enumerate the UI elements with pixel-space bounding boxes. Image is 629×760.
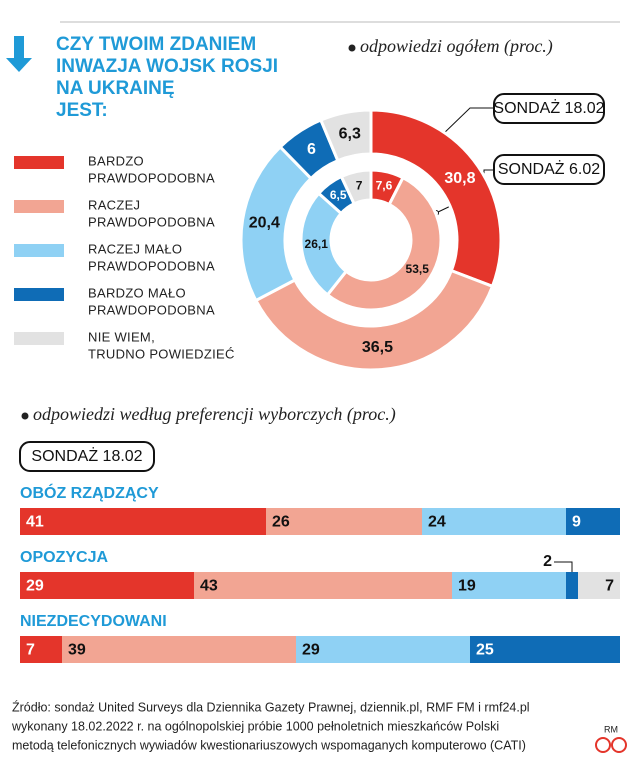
data-label: 7 [26,642,35,659]
donut-segment [318,108,373,163]
legend-swatch [14,156,64,169]
survey-label: SONDAŻ 18.02 [493,98,604,117]
data-label: 6,5 [330,188,347,202]
logo [595,737,611,753]
data-label: 39 [68,642,86,659]
data-label: 20,4 [249,214,280,231]
bar-segment [20,508,266,535]
category-label: OPOZYCJA [20,549,108,566]
data-label: 41 [26,514,44,531]
title: CZY TWOIM ZDANIEM [56,34,256,55]
bullet [21,412,29,420]
arrow-icon [6,36,32,72]
legend-swatch [14,244,64,257]
category-label: OBÓZ RZĄDZĄCY [20,483,159,502]
data-label: 43 [200,578,218,595]
title: NA UKRAINĘ [56,78,175,99]
data-label: 36,5 [362,339,393,356]
legend-swatch [14,200,64,213]
legend-label: NIE WIEM, [88,329,155,344]
bar-segment [578,572,620,599]
subtitle: odpowiedzi ogółem (proc.) [360,36,553,57]
legend-label: PRAWDOPODOBNA [88,214,215,229]
donut-segment [253,268,495,372]
data-label: 24 [428,514,446,531]
donut-segment [369,108,503,289]
data-label: 19 [458,578,476,595]
data-label: 7,6 [376,179,393,193]
data-label: 9 [572,514,581,531]
legend-label: PRAWDOPODOBNA [88,170,215,185]
bar-segment [20,636,62,663]
data-label: 30,8 [444,170,475,187]
subtitle: odpowiedzi według preferencji wyborczych… [33,404,396,425]
survey-box [19,441,155,472]
logo [611,737,627,753]
bar-segment [422,508,566,535]
source: metodą telefonicznych wywiadów kwestiona… [12,738,526,752]
legend-swatch [14,332,64,345]
bar-segment [296,636,470,663]
survey-label: SONDAŻ 18.02 [31,446,142,465]
bar-segment [62,636,296,663]
leader [439,107,494,138]
bar-segment [266,508,422,535]
bar-segment [470,636,620,663]
credit: RM [604,724,618,734]
data-label: 29 [302,642,320,659]
data-label: 6,3 [339,125,361,142]
data-label: 25 [476,642,494,659]
category-label: NIEZDECYDOWANI [20,613,167,630]
bar-segment [194,572,452,599]
data-label: 26,1 [305,237,329,251]
legend-label: TRUDNO POWIEDZIEĆ [88,346,235,361]
bar-segment [20,572,194,599]
legend-label: BARDZO [88,153,144,168]
data-label: 2 [543,553,552,570]
legend-label: RACZEJ MAŁO [88,241,182,256]
legend-label: RACZEJ [88,197,140,212]
legend-label: PRAWDOPODOBNA [88,258,215,273]
data-label: 6 [307,141,316,158]
leader [554,561,573,572]
donut-segment [339,168,373,206]
bar-segment [566,508,620,535]
donut-segment [325,175,443,312]
legend-label: BARDZO MAŁO [88,285,186,300]
data-label: 53,5 [406,262,430,276]
data-label: 7 [605,578,614,595]
data-label: 7 [356,178,363,192]
source: wykonany 18.02.2022 r. na ogólnopolskiej… [11,719,499,733]
title: INWAZJA WOJSK ROSJI [56,56,278,77]
survey-label: SONDAŻ 6.02 [498,159,600,178]
data-label: 26 [272,514,290,531]
bar-segment [566,572,578,599]
legend-label: PRAWDOPODOBNA [88,302,215,317]
source: Źródło: sondaż United Surveys dla Dzienn… [12,699,530,714]
data-label: 29 [26,578,44,595]
legend-swatch [14,288,64,301]
bullet [348,44,356,52]
bar-segment [452,572,566,599]
title: JEST: [56,100,108,121]
